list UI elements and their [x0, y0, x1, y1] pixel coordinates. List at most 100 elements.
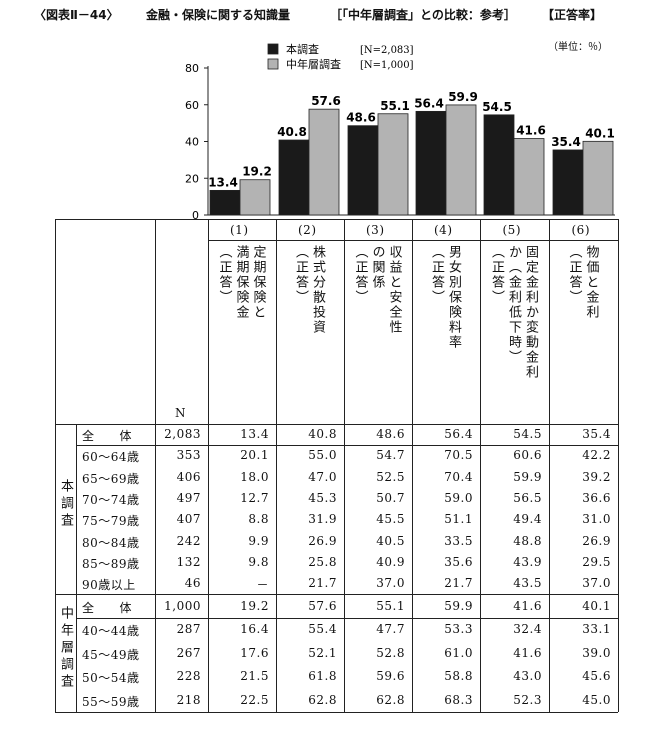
- col-title-line: か（金利低下時）: [506, 245, 521, 365]
- data-table: N (1) 定期保険と 満期保険金 （正答） (2) 株式分散投資 （正答） (3) 収益と安全性…: [55, 219, 619, 713]
- rate-value: 39.0: [582, 645, 611, 660]
- table-col-line: [76, 424, 77, 712]
- table-border-top: [55, 219, 618, 220]
- n-value: 1,000: [164, 598, 201, 613]
- rate-value: 52.3: [513, 692, 542, 707]
- rate-value: 61.0: [444, 645, 473, 660]
- col-title-line: 物価と金利: [583, 245, 599, 320]
- bar-value-label: 35.4: [551, 135, 581, 149]
- rate-value: 68.3: [444, 692, 473, 707]
- y-tick-label: 0: [192, 209, 199, 222]
- total-row-line: [76, 445, 618, 447]
- bar-main-3: [347, 125, 379, 216]
- col-title-line: の関係: [369, 245, 385, 290]
- rate-value: 53.3: [444, 622, 473, 637]
- rate-value: 45.3: [308, 491, 337, 506]
- rate-value: 32.4: [513, 622, 542, 637]
- row-label: 70～74歳: [82, 493, 140, 508]
- rate-value: 17.6: [240, 645, 269, 660]
- rate-value: 21.7: [444, 576, 473, 591]
- bar-value-label: 13.4: [208, 175, 238, 189]
- rate-value: 47.0: [308, 469, 337, 484]
- figure-comparison: ［「中年層調査」との比較：参考］: [330, 8, 516, 22]
- rate-value: 31.0: [582, 512, 611, 527]
- rate-value: 9.9: [248, 533, 269, 548]
- row-label: 50～54歳: [82, 671, 140, 686]
- rate-value: 35.4: [582, 427, 611, 442]
- bar-value-label: 48.6: [346, 111, 376, 125]
- bar-value-label: 19.2: [242, 165, 272, 179]
- rate-value: 45.0: [582, 692, 611, 707]
- col-number: (3): [366, 223, 385, 237]
- row-label: 60～64歳: [82, 450, 140, 465]
- rate-value: －: [256, 578, 269, 593]
- rate-value: 18.0: [240, 469, 269, 484]
- rate-value: 59.9: [444, 598, 473, 613]
- row-label: 55～59歳: [82, 694, 140, 709]
- bar-midage-2: [308, 108, 340, 216]
- rate-value: 59.0: [444, 491, 473, 506]
- rate-value: 48.6: [376, 427, 405, 442]
- rate-value: 54.7: [376, 448, 405, 463]
- rate-value: 12.7: [240, 491, 269, 506]
- n-value: 287: [176, 622, 201, 637]
- rate-value: 61.8: [308, 669, 337, 684]
- bar-main-5: [483, 114, 515, 216]
- rate-value: 62.8: [308, 692, 337, 707]
- rate-value: 55.1: [376, 598, 405, 613]
- row-label: 45～49歳: [82, 647, 140, 662]
- bar-main-2: [278, 139, 310, 216]
- rate-value: 45.5: [376, 512, 405, 527]
- rate-value: 47.7: [376, 622, 405, 637]
- col-number: (6): [571, 223, 590, 237]
- rate-value: 54.5: [513, 427, 542, 442]
- table-col-line: [155, 219, 156, 712]
- bar-main-6: [552, 149, 584, 216]
- rate-value: 60.6: [513, 448, 542, 463]
- col-title-line: （正答）: [352, 245, 368, 305]
- n-value: 353: [176, 448, 201, 463]
- row-label: 85～89歳: [82, 556, 140, 571]
- rate-value: 56.4: [444, 427, 473, 442]
- row-label: 75～79歳: [82, 514, 140, 529]
- n-value: 46: [184, 576, 201, 591]
- rate-value: 42.2: [582, 448, 611, 463]
- rate-value: 37.0: [376, 576, 405, 591]
- col-title-line: （正答）: [489, 245, 504, 305]
- bar-value-label: 56.4: [414, 96, 444, 110]
- rate-value: 40.8: [308, 427, 337, 442]
- bar-value-label: 40.1: [585, 126, 615, 140]
- rate-value: 59.6: [376, 669, 405, 684]
- legend-series-name: 中年層調査: [286, 57, 341, 71]
- rate-value: 50.7: [376, 491, 405, 506]
- rate-value: 52.1: [308, 645, 337, 660]
- col-title-line: （正答）: [293, 245, 308, 305]
- rate-value: 8.8: [248, 512, 269, 527]
- col-title-line: （正答）: [216, 245, 232, 305]
- table-col-line: [549, 219, 550, 712]
- rate-value: 35.6: [444, 554, 473, 569]
- rate-value: 51.1: [444, 512, 473, 527]
- rate-value: 48.8: [513, 533, 542, 548]
- rate-value: 20.1: [240, 448, 269, 463]
- bar-value-label: 41.6: [516, 124, 546, 138]
- table-col-line: [480, 219, 481, 712]
- group-label: 本調査: [58, 479, 73, 530]
- table-col-line: [412, 219, 413, 712]
- rate-value: 39.2: [582, 469, 611, 484]
- rate-value: 22.5: [240, 692, 269, 707]
- rate-value: 21.7: [308, 576, 337, 591]
- n-value: 497: [176, 491, 201, 506]
- table-col-line: [55, 219, 56, 712]
- n-header: N: [175, 406, 186, 420]
- bar-value-label: 54.5: [482, 100, 512, 114]
- rate-value: 40.5: [376, 533, 405, 548]
- n-value: 218: [176, 692, 201, 707]
- bar-main-1: [209, 189, 241, 216]
- table-border-bottom: [55, 712, 618, 713]
- col-title-line: 固定金利か変動金利: [523, 245, 538, 380]
- rate-value: 16.4: [240, 622, 269, 637]
- rate-value: 26.9: [308, 533, 337, 548]
- rate-value: 55.0: [308, 448, 337, 463]
- rate-value: 56.5: [513, 491, 542, 506]
